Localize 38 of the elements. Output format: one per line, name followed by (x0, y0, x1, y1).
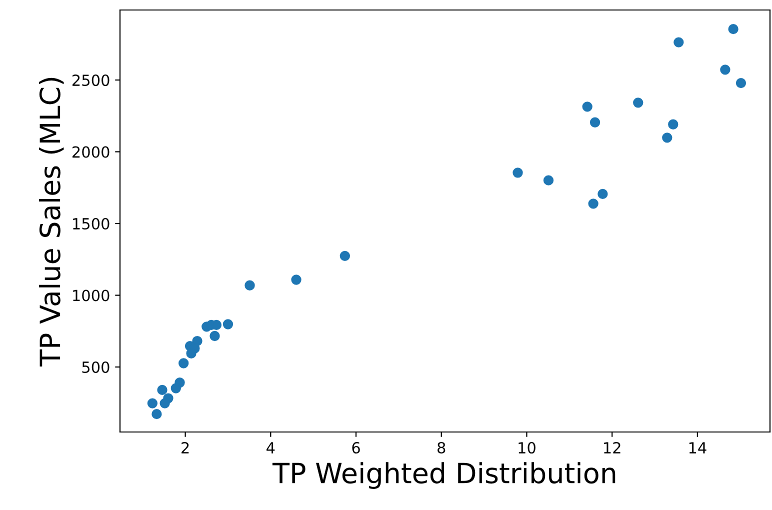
x-axis-title: TP Weighted Distribution (272, 462, 616, 489)
x-tick-label: 10 (518, 442, 536, 454)
x-tick-label: 14 (689, 442, 706, 454)
point (582, 102, 592, 112)
point (160, 398, 170, 408)
point (736, 78, 746, 88)
y-tick-label: 1000 (73, 290, 110, 302)
point (222, 319, 234, 330)
point (674, 37, 684, 48)
y-axis-title: TP Value Sales (MLC) (38, 78, 64, 367)
point (668, 119, 678, 130)
y-tick-label: 2500 (72, 74, 110, 86)
y-tick-label: 500 (82, 361, 110, 374)
point (340, 250, 350, 262)
x-tick-label: 2 (182, 442, 189, 454)
x-tick-label: 4 (266, 442, 275, 454)
point (512, 168, 523, 178)
point (210, 330, 220, 342)
point (152, 408, 162, 420)
point (633, 98, 644, 108)
point (170, 383, 181, 394)
point (662, 132, 672, 143)
point (720, 64, 730, 75)
point (244, 280, 255, 290)
point (147, 398, 158, 408)
point (178, 358, 189, 368)
x-tick-label: 12 (604, 442, 620, 454)
y-tick-label: 1500 (73, 218, 110, 230)
point (291, 274, 302, 285)
point (590, 117, 600, 128)
point (157, 384, 168, 396)
point (728, 24, 738, 34)
x-tick-label: 8 (438, 442, 446, 454)
point (543, 175, 554, 186)
point (588, 198, 598, 209)
point (598, 188, 608, 200)
y-tick-label: 2000 (72, 146, 110, 158)
x-tick-label: 6 (352, 442, 360, 454)
